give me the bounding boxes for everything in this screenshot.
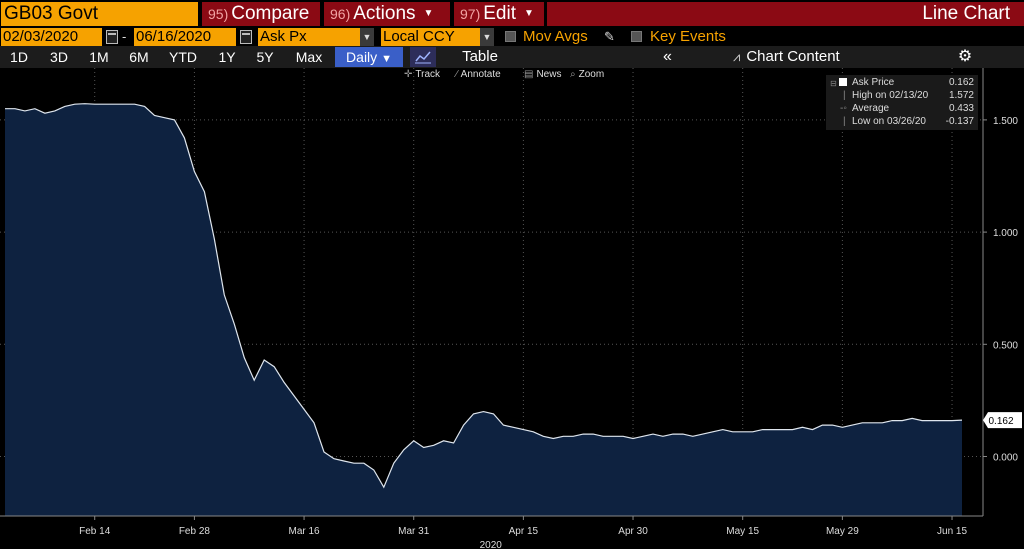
series-line	[5, 103, 963, 489]
news-icon: ▤	[524, 69, 534, 80]
legend-series-row[interactable]: ⊟ Ask Price 0.162	[826, 76, 978, 89]
track-tool[interactable]: ✛ Track	[404, 68, 454, 82]
annotate-icon: ∕	[456, 69, 458, 80]
frequency-label: Daily	[346, 49, 378, 65]
period-max[interactable]: Max	[295, 49, 323, 65]
legend-low-value: -0.137	[945, 116, 974, 127]
legend-average-row: -◦ Average 0.433	[826, 102, 978, 115]
period-1y[interactable]: 1Y	[218, 49, 236, 65]
mov-avgs-label[interactable]: Mov Avgs	[523, 28, 588, 45]
legend-low-row: | Low on 03/26/20 -0.137	[826, 115, 978, 128]
legend-high-value: 1.572	[948, 90, 974, 101]
caret-down-icon: ▼	[381, 53, 392, 65]
period-6m[interactable]: 6M	[129, 49, 149, 65]
y-tick-label: 0.000	[993, 453, 1018, 464]
last-value-tag	[983, 412, 1022, 429]
news-tool-label: News	[536, 69, 562, 80]
last-value-label: 0.162	[988, 416, 1013, 427]
pencil-icon[interactable]: ✎	[604, 29, 615, 44]
x-tick-label: Feb 14	[79, 526, 111, 537]
key-events-checkbox[interactable]	[631, 31, 642, 42]
legend-high-row: | High on 02/13/20 1.572	[826, 89, 978, 102]
security-ticker-field[interactable]: GB03 Govt	[1, 2, 198, 26]
period-1d[interactable]: 1D	[10, 49, 28, 65]
legend-average-value: 0.433	[948, 103, 974, 114]
news-tool[interactable]: ▤ News	[524, 68, 564, 82]
average-marker-icon: -◦	[840, 103, 847, 114]
mov-avgs-checkbox[interactable]	[505, 31, 516, 42]
field-select[interactable]: Ask Px	[258, 28, 360, 46]
period-bar	[0, 46, 1024, 68]
chart-content-icon: ⩘	[733, 49, 741, 64]
annotate-tool[interactable]: ∕ Annotate	[456, 68, 518, 82]
caret-down-icon: ▼	[423, 8, 434, 19]
compare-menu-label: Compare	[231, 3, 310, 24]
calendar-icon[interactable]	[106, 30, 118, 44]
period-3d[interactable]: 3D	[50, 49, 68, 65]
x-tick-label: Mar 31	[398, 526, 430, 537]
edit-menu-number: 97)	[460, 6, 481, 22]
x-tick-label: May 15	[726, 526, 759, 537]
chart-content-button[interactable]: ⩘ Chart Content	[733, 46, 933, 68]
currency-select[interactable]: Local CCY	[381, 28, 480, 46]
y-tick-label: 1.000	[993, 228, 1018, 239]
series-area-fill	[5, 103, 962, 516]
legend-high-label: High on 02/13/20	[852, 90, 929, 101]
search-icon: ⌕	[570, 69, 576, 80]
caret-down-icon: ▼	[523, 8, 534, 19]
chart-content-label: Chart Content	[746, 48, 840, 65]
legend-series-label: Ask Price	[852, 77, 895, 88]
y-axis: 0.000 0.500 1.000 1.500	[982, 68, 1018, 516]
x-tick-label: May 29	[826, 526, 859, 537]
actions-menu-number: 96)	[330, 6, 351, 22]
line-chart-icon[interactable]	[410, 47, 436, 67]
table-button[interactable]: Table	[462, 48, 498, 65]
chart-type-label: Line Chart	[547, 2, 1024, 26]
actions-menu-label: Actions	[353, 3, 416, 24]
chart-legend: ⊟ Ask Price 0.162 | High on 02/13/20 1.5…	[826, 75, 978, 130]
collapse-panel-icon[interactable]: «	[663, 48, 672, 65]
x-axis-year-label: 2020	[480, 540, 503, 549]
actions-menu-button[interactable]: 96) Actions ▼	[324, 2, 450, 26]
chart-series-area	[5, 103, 963, 516]
last-value-marker: 0.162	[983, 412, 1022, 429]
legend-average-label: Average	[852, 103, 890, 114]
x-tick-label: Apr 30	[618, 526, 648, 537]
annotate-tool-label: Annotate	[460, 69, 501, 80]
zoom-tool-label: Zoom	[578, 69, 605, 80]
end-date-field[interactable]: 06/16/2020	[134, 28, 236, 46]
legend-collapse-icon[interactable]: ⊟	[830, 79, 837, 88]
compare-menu-number: 95)	[208, 6, 229, 22]
date-separator: -	[122, 29, 127, 44]
period-1m[interactable]: 1M	[89, 49, 109, 65]
key-events-label[interactable]: Key Events	[650, 28, 726, 45]
high-marker-icon: |	[843, 90, 846, 101]
track-tool-label: Track	[415, 69, 441, 80]
zoom-tool[interactable]: ⌕ Zoom	[570, 68, 616, 82]
price-chart[interactable]: 0.000 0.500 1.000 1.500 Feb 14 Feb 28 Mar 16 M…	[0, 68, 1024, 549]
edit-menu-button[interactable]: 97) Edit ▼	[454, 2, 544, 26]
y-tick-label: 0.500	[993, 340, 1018, 351]
currency-dropdown-icon[interactable]: ▼	[480, 28, 494, 46]
x-tick-label: Mar 16	[289, 526, 321, 537]
x-tick-label: Jun 15	[937, 526, 967, 537]
series-swatch	[839, 78, 847, 86]
calendar-icon[interactable]	[240, 30, 252, 44]
low-marker-icon: |	[843, 116, 846, 127]
x-tick-label: Apr 15	[509, 526, 539, 537]
edit-menu-label: Edit	[483, 3, 516, 24]
frequency-select[interactable]: Daily ▼	[335, 47, 403, 67]
gear-icon[interactable]: ⚙	[957, 48, 973, 65]
y-tick-label: 1.500	[993, 116, 1018, 127]
crosshair-icon: ✛	[404, 69, 413, 80]
x-tick-label: Feb 28	[179, 526, 211, 537]
legend-series-value: 0.162	[948, 77, 974, 88]
period-ytd[interactable]: YTD	[169, 49, 197, 65]
field-dropdown-icon[interactable]: ▼	[360, 28, 374, 46]
legend-low-label: Low on 03/26/20	[852, 116, 926, 127]
period-5y[interactable]: 5Y	[256, 49, 274, 65]
start-date-field[interactable]: 02/03/2020	[1, 28, 102, 46]
compare-menu-button[interactable]: 95) Compare	[202, 2, 320, 26]
x-axis: Feb 14 Feb 28 Mar 16 Mar 31 Apr 15 Apr 30 May …	[0, 515, 983, 549]
